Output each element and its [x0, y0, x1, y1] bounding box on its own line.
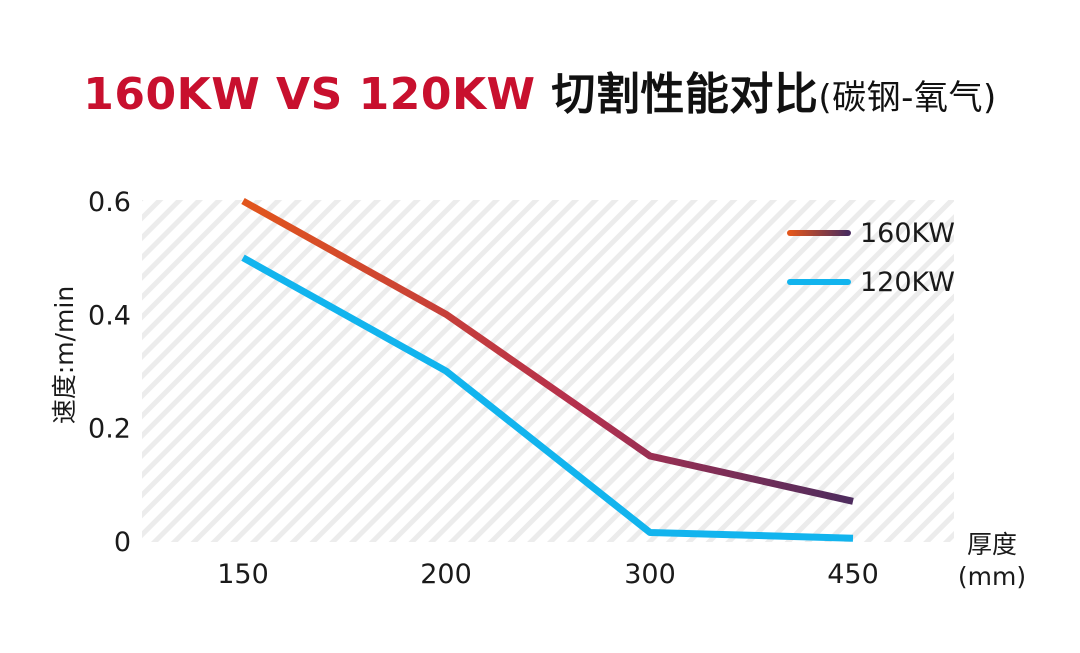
y-tick-label: 0.2	[88, 414, 131, 445]
y-tick-label: 0.6	[88, 187, 131, 218]
x-axis-title-line2: (mm)	[958, 562, 1026, 591]
x-axis-title-line1: 厚度	[967, 530, 1017, 559]
x-tick-label: 200	[420, 559, 472, 590]
legend: 160KW 120KW	[787, 218, 955, 298]
y-axis-title: 速度:m/min	[50, 286, 79, 424]
series-line-120kw	[241, 254, 854, 542]
y-tick-label: 0	[114, 527, 131, 558]
legend-label-160kw: 160KW	[860, 218, 955, 249]
x-tick-label: 450	[827, 559, 879, 590]
x-axis: 150 200 300 450	[217, 559, 879, 590]
chart-title: 160KW VS 120KW 切割性能对比(碳钢-氧气)	[0, 58, 1080, 122]
y-tick-label: 0.4	[88, 300, 131, 331]
y-axis: 0 0.2 0.4 0.6	[88, 187, 131, 558]
x-tick-label: 150	[217, 559, 269, 590]
title-paren: (碳钢-氧气)	[818, 78, 997, 118]
plot-area-background	[142, 200, 954, 542]
title-sub: 切割性能对比	[551, 69, 819, 120]
x-tick-label: 300	[624, 559, 676, 590]
legend-label-120kw: 120KW	[860, 267, 955, 298]
series-line-160kw	[241, 197, 854, 505]
series-layer	[241, 197, 854, 542]
title-main: 160KW VS 120KW	[83, 69, 536, 120]
